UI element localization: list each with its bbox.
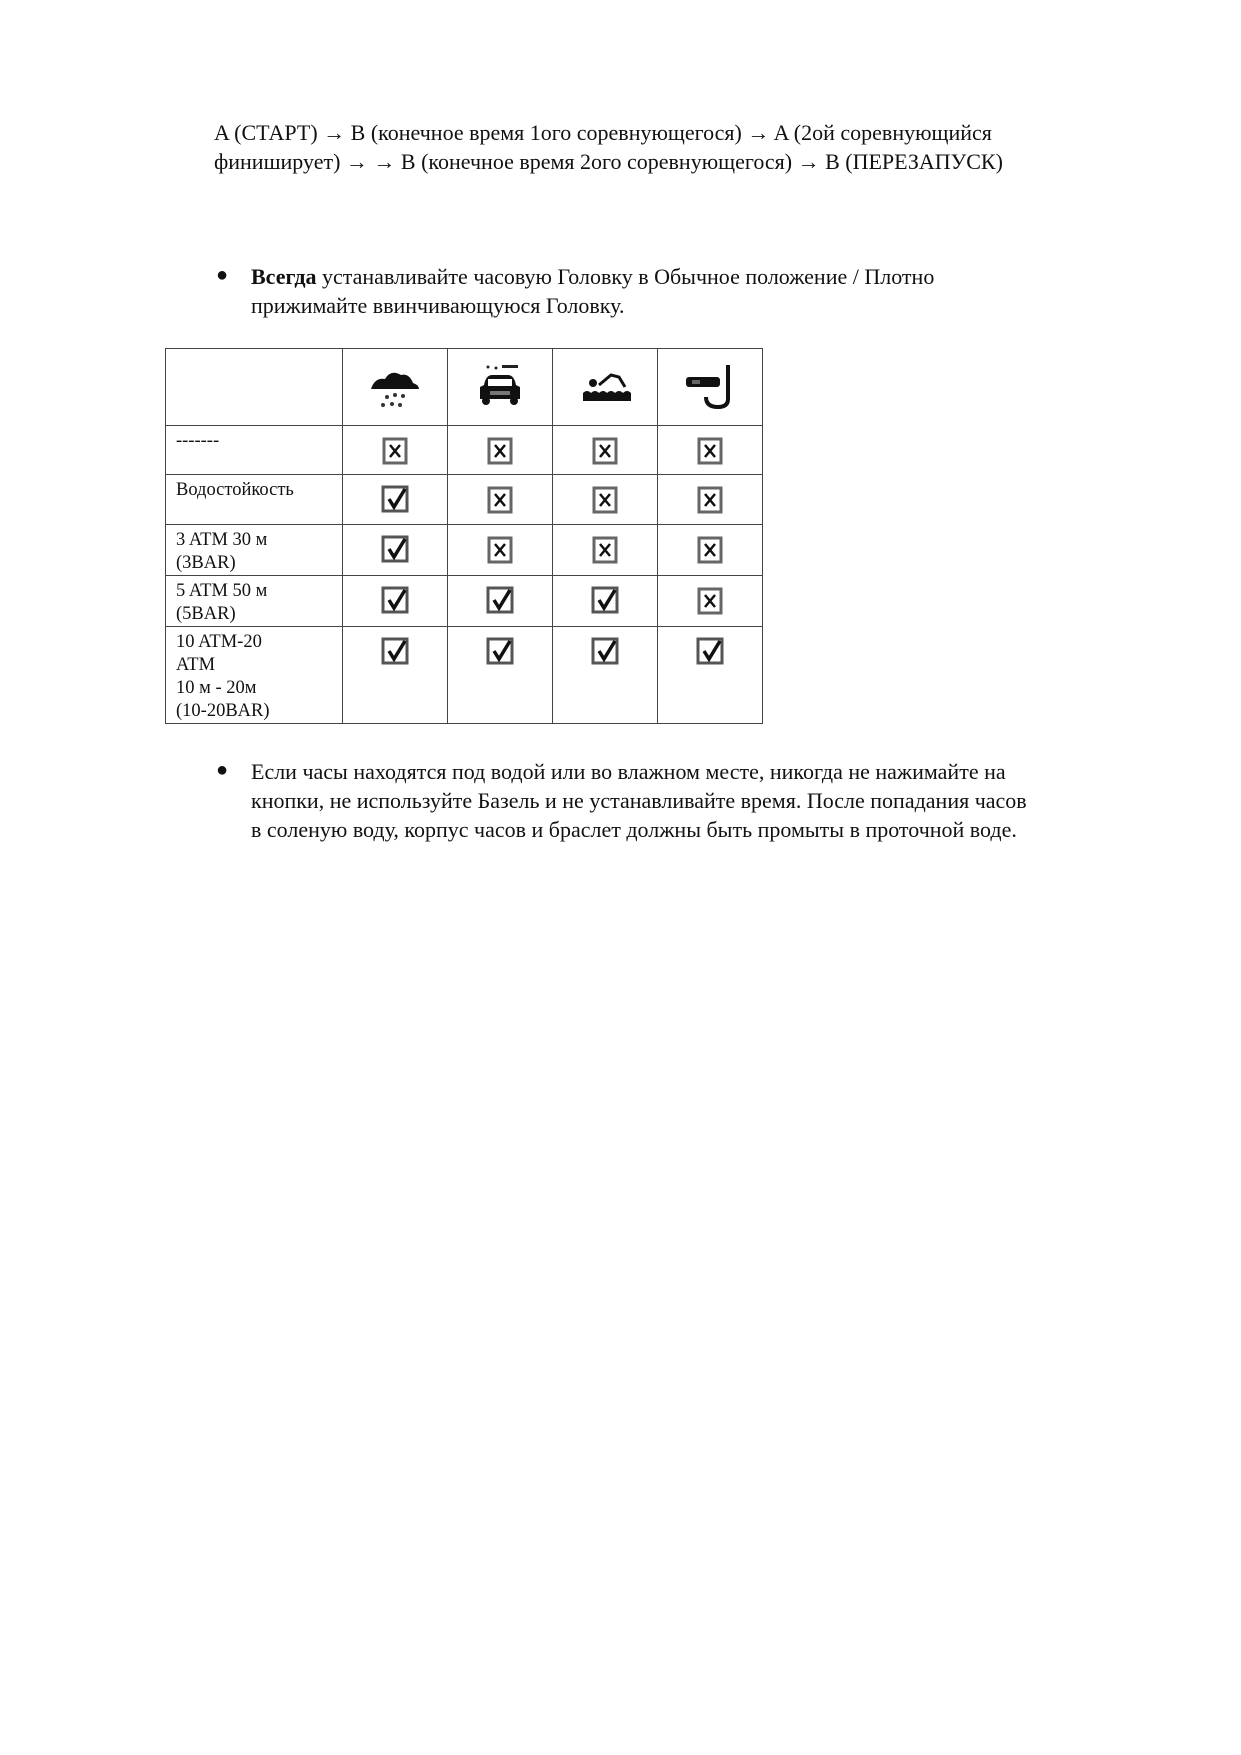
value-cell xyxy=(552,474,658,525)
bullet-paragraph-crown: Всегда устанавливайте часовую Головку в … xyxy=(251,262,934,320)
checked-box-icon xyxy=(591,586,619,614)
value-cell xyxy=(342,474,448,525)
value-cell xyxy=(657,425,763,475)
text-line: прижимайте ввинчивающуюся Головку. xyxy=(251,293,625,318)
checked-box-icon xyxy=(486,586,514,614)
intro-line: финиширует) → → B (конечное время 2ого с… xyxy=(214,149,1003,174)
value-cell xyxy=(657,575,763,627)
crossed-box-icon xyxy=(697,486,723,514)
crossed-box-icon xyxy=(592,486,618,514)
value-cell xyxy=(342,575,448,627)
value-cell xyxy=(447,626,553,724)
table-row: ------- xyxy=(165,425,763,475)
snorkel-icon xyxy=(686,365,730,409)
header-cell xyxy=(342,348,448,426)
value-cell xyxy=(657,626,763,724)
value-cell xyxy=(657,524,763,576)
header-cell xyxy=(447,348,553,426)
swimming-icon xyxy=(583,373,631,401)
value-cell xyxy=(552,626,658,724)
empty-header-cell xyxy=(165,348,343,426)
text-line: кнопки, не используйте Базель и не устан… xyxy=(251,788,1027,813)
crossed-box-icon xyxy=(592,536,618,564)
header-row xyxy=(165,348,763,426)
value-cell xyxy=(342,524,448,576)
bold-text: Всегда xyxy=(251,264,317,289)
header-cell xyxy=(552,348,658,426)
crossed-box-icon xyxy=(487,437,513,465)
bullet-paragraph-water: Если часы находятся под водой или во вла… xyxy=(251,757,1027,844)
checked-box-icon xyxy=(381,637,409,665)
row-label: 10 ATM-20 ATM 10 м - 20м (10-20BAR) xyxy=(165,626,343,724)
value-cell xyxy=(447,575,553,627)
value-cell xyxy=(447,524,553,576)
checked-box-icon xyxy=(486,637,514,665)
row-label: Водостойкость xyxy=(165,474,343,525)
value-cell xyxy=(552,575,658,627)
text-line: в соленую воду, корпус часов и браслет д… xyxy=(251,817,1017,842)
checked-box-icon xyxy=(591,637,619,665)
crossed-box-icon xyxy=(697,587,723,615)
row-label: ------- xyxy=(165,425,343,475)
intro-line: A (СТАРТ) → B (конечное время 1ого сорев… xyxy=(214,120,992,145)
checked-box-icon xyxy=(696,637,724,665)
text: устанавливайте часовую Головку в Обычное… xyxy=(316,264,935,289)
header-cell xyxy=(657,348,763,426)
checked-box-icon xyxy=(381,586,409,614)
crossed-box-icon xyxy=(697,437,723,465)
crossed-box-icon xyxy=(592,437,618,465)
crossed-box-icon xyxy=(487,536,513,564)
crossed-box-icon xyxy=(487,486,513,514)
car-wash-icon xyxy=(480,365,520,405)
bullet-marker: ● xyxy=(216,264,229,286)
table-row: 3 ATM 30 м (3BAR) xyxy=(165,524,763,576)
table-row: Водостойкость xyxy=(165,474,763,525)
intro-paragraph: A (СТАРТ) → B (конечное время 1ого сорев… xyxy=(214,118,1003,176)
water-resistance-table: ------- Водостойкость 3 ATM 30 м (3BAR) 5 AT… xyxy=(165,348,763,724)
table-row: 5 ATM 50 м (5BAR) xyxy=(165,575,763,627)
rain-icon xyxy=(371,372,419,407)
checked-box-icon xyxy=(381,535,409,563)
value-cell xyxy=(552,425,658,475)
table-row: 10 ATM-20 ATM 10 м - 20м (10-20BAR) xyxy=(165,626,763,724)
row-label: 3 ATM 30 м (3BAR) xyxy=(165,524,343,576)
value-cell xyxy=(447,425,553,475)
row-label: 5 ATM 50 м (5BAR) xyxy=(165,575,343,627)
crossed-box-icon xyxy=(697,536,723,564)
value-cell xyxy=(552,524,658,576)
crossed-box-icon xyxy=(382,437,408,465)
value-cell xyxy=(342,626,448,724)
value-cell xyxy=(342,425,448,475)
bullet-marker: ● xyxy=(216,759,229,781)
value-cell xyxy=(447,474,553,525)
text-line: Если часы находятся под водой или во вла… xyxy=(251,759,1006,784)
checked-box-icon xyxy=(381,485,409,513)
value-cell xyxy=(657,474,763,525)
